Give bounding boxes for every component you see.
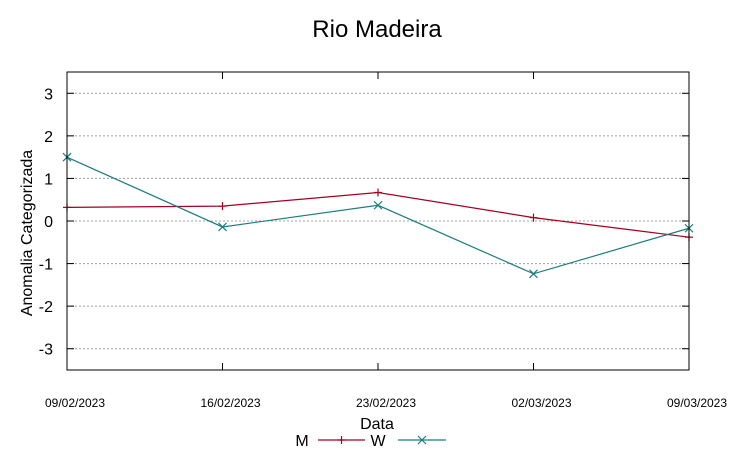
legend-marker-m	[337, 436, 346, 444]
y-tick-label: 3	[44, 86, 53, 103]
series-lines	[62, 152, 694, 279]
y-axis-label: Anomalia Categorizada	[19, 150, 36, 316]
data-point-m	[218, 202, 227, 211]
y-tick-label: 2	[44, 129, 53, 146]
data-point-w	[218, 222, 227, 232]
x-axis-label: Data	[360, 416, 394, 433]
grid	[67, 92, 689, 350]
y-tick-label: -2	[39, 299, 53, 316]
y-tick-label: -1	[39, 257, 53, 274]
x-tick-label: 09/03/2023	[667, 396, 727, 410]
x-axis-ticks: 09/02/2023 16/02/2023 23/02/2023 02/03/2023…	[45, 72, 727, 410]
x-tick-label: 02/03/2023	[511, 396, 571, 410]
x-tick-label: 23/02/2023	[356, 396, 416, 410]
legend-label-w: W	[370, 433, 386, 450]
y-axis-ticks: 3 2 1 0 -1 -2 -3	[39, 86, 689, 359]
legend-marker-w	[417, 435, 427, 445]
y-tick-label: -3	[39, 342, 53, 359]
legend-label-m: M	[295, 433, 308, 450]
x-tick-label: 16/02/2023	[200, 396, 260, 410]
y-tick-label: 1	[44, 171, 53, 188]
data-point-w	[373, 200, 383, 210]
series-line-w	[66, 156, 690, 275]
data-point-m	[529, 213, 538, 222]
data-point-m	[374, 188, 382, 197]
data-point-w	[529, 269, 538, 279]
y-tick-label: 0	[44, 214, 53, 231]
x-tick-label: 09/02/2023	[45, 396, 105, 410]
chart-title: Rio Madeira	[312, 16, 442, 43]
